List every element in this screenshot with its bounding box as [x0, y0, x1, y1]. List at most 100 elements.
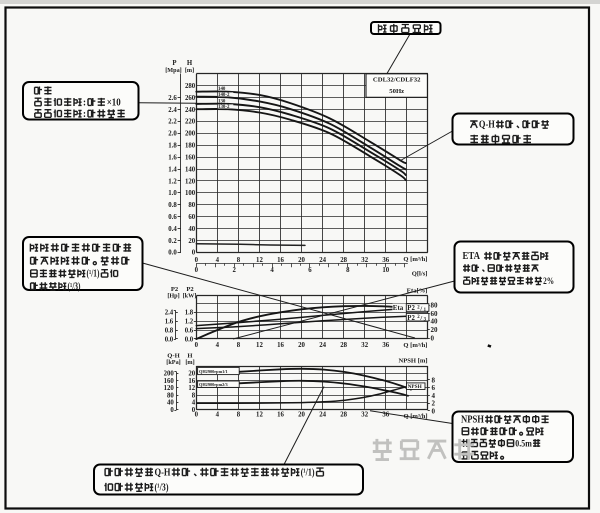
svg-text:(¹/3): (¹/3) — [155, 482, 169, 494]
svg-text:24: 24 — [319, 257, 326, 264]
svg-text:28: 28 — [340, 257, 347, 264]
svg-text:40: 40 — [431, 317, 439, 325]
svg-text:(¹/1): (¹/1) — [301, 467, 315, 479]
svg-text:120: 120 — [164, 385, 175, 392]
svg-text:280: 280 — [185, 83, 196, 90]
svg-text:36: 36 — [382, 411, 389, 418]
svg-text:Q [m³/h]: Q [m³/h] — [403, 256, 427, 263]
svg-text:20: 20 — [298, 411, 305, 418]
svg-text:0: 0 — [432, 407, 436, 415]
svg-text:60: 60 — [188, 214, 195, 221]
svg-text:10: 10 — [382, 267, 389, 274]
svg-text:0.2: 0.2 — [168, 238, 177, 245]
svg-text:×10: ×10 — [107, 97, 121, 108]
svg-text:140-2: 140-2 — [218, 93, 230, 98]
svg-text:2.4: 2.4 — [168, 107, 177, 114]
svg-text:8: 8 — [237, 411, 241, 418]
svg-text:1.0: 1.0 — [168, 190, 177, 197]
svg-text:1.2: 1.2 — [185, 319, 194, 326]
svg-text:8: 8 — [192, 392, 196, 399]
svg-text:0.8: 0.8 — [168, 202, 177, 209]
svg-text:100: 100 — [185, 190, 196, 197]
svg-text:Q [m³/h]: Q [m³/h] — [403, 413, 427, 420]
svg-text:2: 2 — [417, 305, 420, 310]
svg-text:120: 120 — [185, 178, 196, 185]
svg-text:0: 0 — [170, 407, 174, 414]
svg-text:4: 4 — [270, 267, 274, 274]
svg-text:0.8: 0.8 — [165, 328, 174, 335]
svg-text:20: 20 — [298, 342, 305, 349]
svg-text:24: 24 — [319, 411, 326, 418]
svg-text:4: 4 — [216, 257, 220, 264]
svg-text:H: H — [187, 353, 193, 360]
svg-text:24: 24 — [319, 342, 326, 349]
svg-text:Eta: Eta — [393, 304, 404, 312]
svg-text:CDL32/CDLF32: CDL32/CDLF32 — [373, 77, 421, 84]
svg-text:28: 28 — [340, 411, 347, 418]
svg-text:4: 4 — [192, 400, 196, 407]
svg-text:[m]: [m] — [185, 67, 194, 74]
svg-text:16: 16 — [277, 257, 284, 264]
svg-text:1.6: 1.6 — [165, 319, 174, 326]
svg-text:NPSH: NPSH — [408, 384, 423, 390]
svg-text:[m]: [m] — [185, 359, 194, 366]
svg-text:8: 8 — [432, 376, 436, 384]
svg-text:[kW]: [kW] — [183, 292, 197, 299]
svg-text:ETA: ETA — [463, 251, 481, 262]
svg-text:NPSH: NPSH — [461, 415, 484, 426]
svg-text:2.4: 2.4 — [165, 310, 174, 317]
svg-text:0.6: 0.6 — [185, 328, 194, 335]
svg-text:20: 20 — [188, 371, 195, 378]
svg-text:0.0: 0.0 — [185, 336, 194, 343]
svg-text:200: 200 — [164, 371, 175, 378]
svg-text:8: 8 — [346, 267, 350, 274]
svg-text:260: 260 — [185, 95, 196, 102]
svg-text:4: 4 — [216, 342, 220, 349]
svg-text:4: 4 — [432, 392, 436, 400]
svg-text:2.2: 2.2 — [168, 119, 177, 126]
svg-text:6: 6 — [308, 267, 312, 274]
svg-text:140: 140 — [218, 87, 226, 92]
svg-text:180: 180 — [185, 143, 196, 150]
svg-text:16: 16 — [277, 411, 284, 418]
svg-text::: : — [83, 109, 86, 120]
svg-text:1.2: 1.2 — [168, 178, 177, 185]
svg-text:0: 0 — [192, 407, 196, 414]
svg-text:0.5m: 0.5m — [515, 438, 532, 449]
svg-text:240: 240 — [185, 107, 196, 114]
svg-text:0: 0 — [195, 267, 199, 274]
svg-text:Q-H: Q-H — [155, 467, 171, 479]
svg-text:/: / — [419, 305, 422, 312]
svg-text:40: 40 — [188, 226, 195, 233]
svg-text:Q-H: Q-H — [167, 353, 180, 360]
svg-text:20: 20 — [431, 326, 439, 334]
svg-text:50Hz: 50Hz — [389, 88, 404, 95]
svg-text:0: 0 — [192, 250, 196, 257]
svg-text::: : — [83, 97, 86, 108]
svg-text:P: P — [172, 60, 176, 67]
svg-text:20: 20 — [298, 257, 305, 264]
svg-text:80: 80 — [167, 392, 174, 399]
svg-text:Q-H: Q-H — [479, 120, 495, 131]
svg-text:0.6: 0.6 — [168, 214, 177, 221]
svg-text:[Mpa]: [Mpa] — [165, 67, 182, 74]
svg-text:12: 12 — [256, 342, 263, 349]
svg-text:0: 0 — [195, 342, 199, 349]
svg-text:Q [m³/h]: Q [m³/h] — [403, 342, 427, 349]
svg-text:130-2: 130-2 — [218, 105, 230, 110]
svg-text:0.0: 0.0 — [168, 250, 177, 257]
svg-text:28: 28 — [340, 342, 347, 349]
svg-text:QH2900rpm2/3: QH2900rpm2/3 — [199, 382, 228, 387]
svg-text:0.4: 0.4 — [168, 226, 177, 233]
svg-text:2: 2 — [432, 400, 436, 408]
svg-text:0: 0 — [195, 411, 199, 418]
svg-text:1.8: 1.8 — [168, 143, 177, 150]
svg-text:220: 220 — [185, 119, 196, 126]
svg-text:32: 32 — [361, 342, 368, 349]
svg-text:160: 160 — [185, 154, 196, 161]
svg-text:2: 2 — [417, 315, 420, 320]
svg-text:36: 36 — [382, 257, 389, 264]
svg-text:P2: P2 — [407, 305, 415, 312]
svg-text:/: / — [419, 315, 422, 322]
svg-text:H: H — [187, 60, 193, 67]
